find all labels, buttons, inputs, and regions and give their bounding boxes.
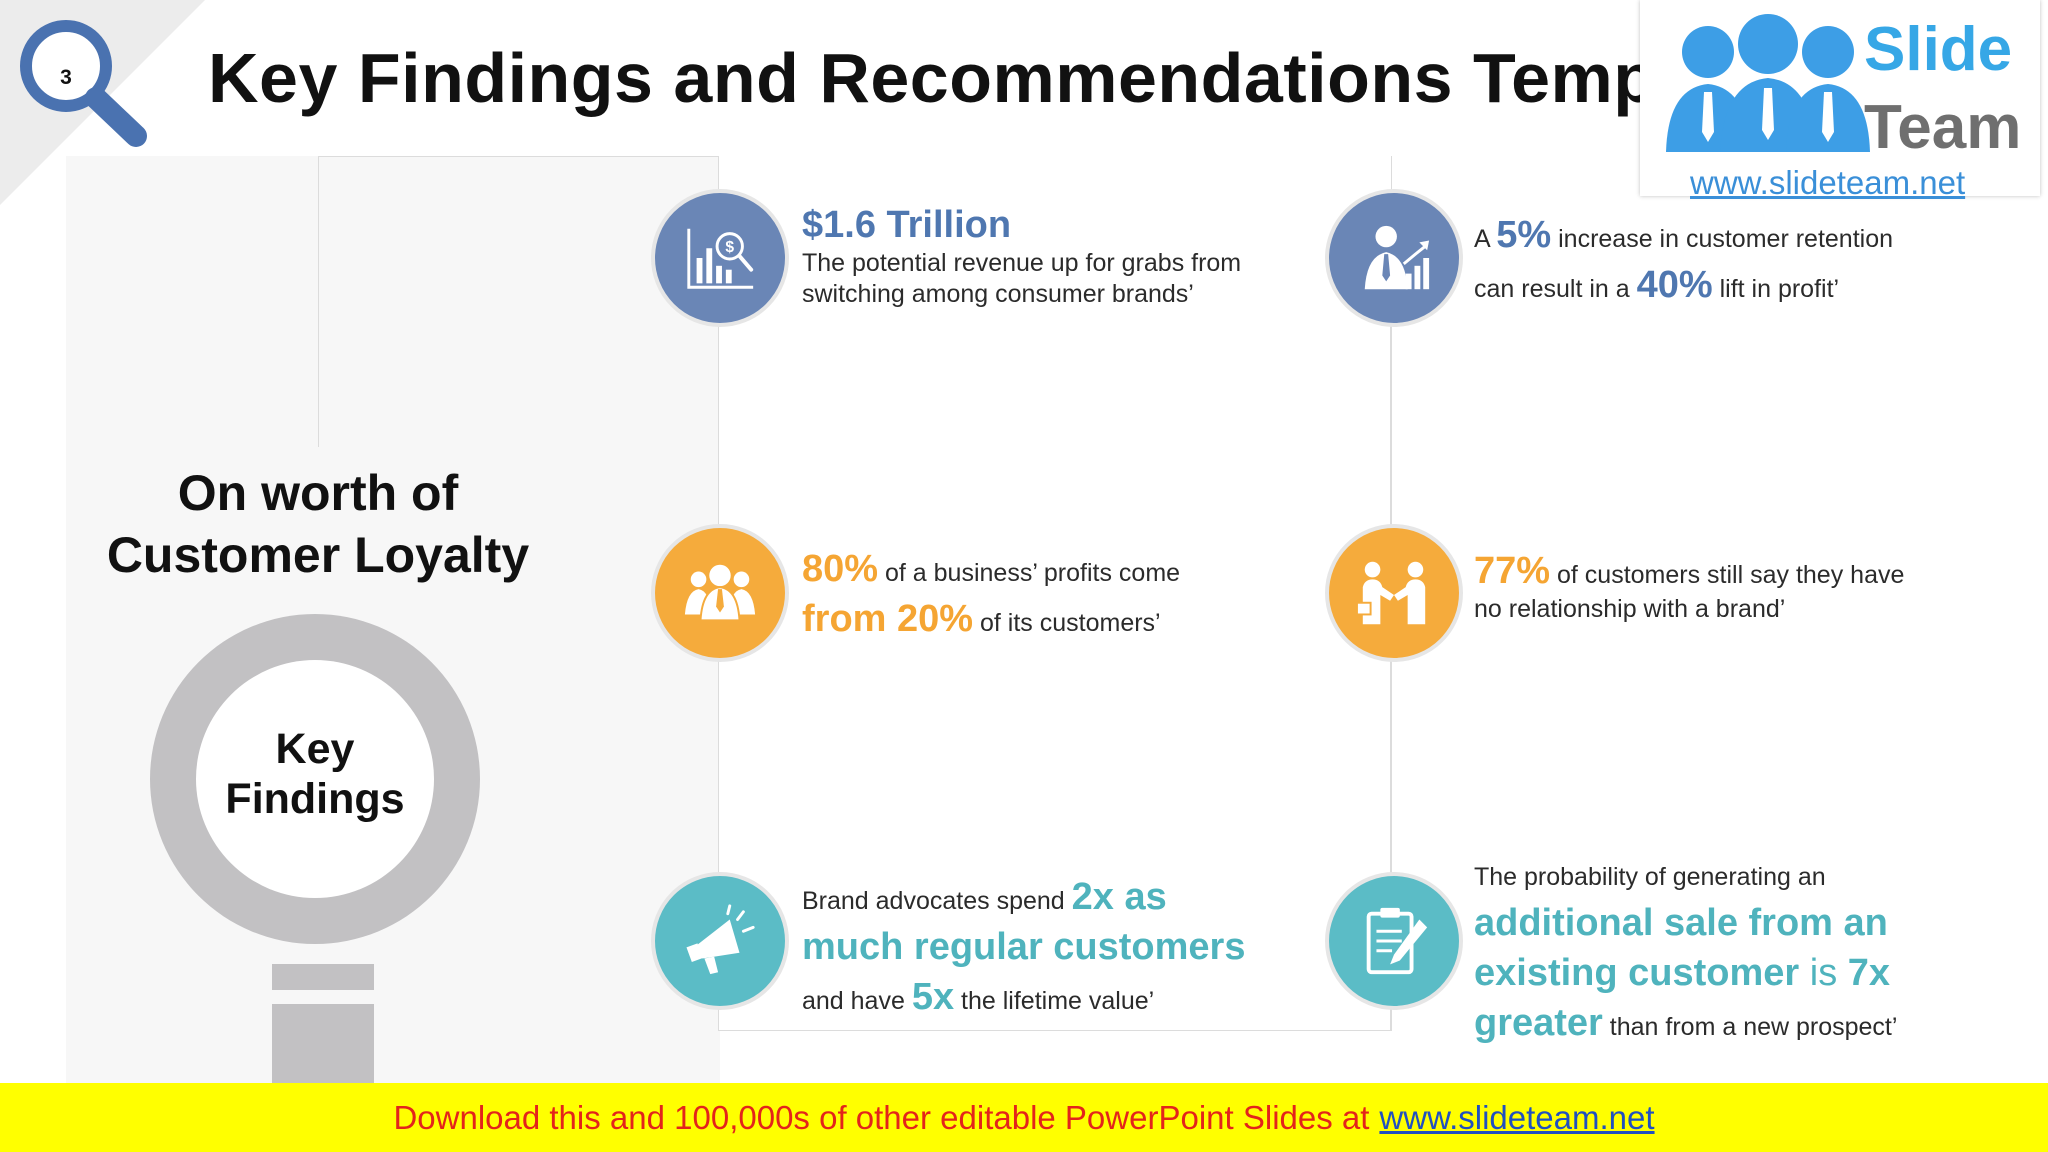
f3-text-b: of its customers’	[973, 609, 1161, 637]
finding-4-text: 77% of customers still say they have no …	[1474, 552, 1994, 626]
slideteam-logo	[1640, 0, 2040, 196]
download-banner: Download this and 100,000s of other edit…	[0, 1083, 2048, 1152]
finding-5-text: Brand advocates spend 2x as much regular…	[802, 874, 1362, 1024]
f5-stat-2x: 2x as	[1071, 876, 1167, 918]
grid-divider	[1390, 310, 1391, 1030]
lens-line-2: Findings	[225, 775, 405, 823]
magnifier-collar	[272, 964, 374, 990]
finding-3-circle	[651, 524, 789, 662]
svg-text:$: $	[725, 239, 734, 256]
businessman-growth-icon	[1364, 225, 1430, 290]
magnifier-lens	[196, 660, 434, 898]
revenue-chart-icon: $	[687, 228, 754, 289]
finding-3-text: 80% of a business’ profits come from 20%…	[802, 546, 1322, 646]
lens-line-1: Key	[275, 725, 355, 773]
heading-line-1: On worth of	[177, 465, 459, 521]
logo-url[interactable]: www.slideteam.net	[1690, 164, 1966, 201]
finding-1-headline: $1.6 Trillion	[802, 204, 1012, 246]
f3-stat-20pct: from 20%	[802, 598, 974, 640]
f6-stat-7x: 7x	[1847, 952, 1891, 994]
f5-text-a: Brand advocates spend	[802, 887, 1072, 915]
footer-link[interactable]: www.slideteam.net	[1379, 1098, 1655, 1136]
f6-stat-line-1: additional sale from an	[1474, 902, 1888, 944]
footer-text: Download this and 100,000s of other edit…	[393, 1098, 1370, 1136]
finding-6-text: The probability of generating an additio…	[1474, 854, 2034, 1050]
finding-2-text: A 5% increase in customer retention can …	[1474, 212, 1974, 312]
f2-stat-40pct: 40%	[1636, 264, 1713, 306]
frame-line	[318, 156, 719, 447]
finding-4-circle	[1325, 524, 1463, 662]
f5-stat-5x: 5x	[911, 976, 955, 1018]
finding-1-body: The potential revenue up for grabs from …	[802, 249, 1242, 308]
f2-prefix: A	[1474, 225, 1497, 253]
people-logo-icon	[1666, 14, 1870, 152]
f4-text-a: of customers still say they have	[1550, 561, 1905, 589]
f4-text-b: no relationship with a brand’	[1474, 595, 1786, 623]
f5-text-c: the lifetime value’	[954, 987, 1155, 1015]
slide-title: Key Findings and Recommendations Templat…	[208, 39, 1780, 117]
f6-stat-line-2: existing customer	[1474, 952, 1800, 994]
f3-stat-80pct: 80%	[802, 548, 879, 590]
f2-text-b: can result in a	[1474, 275, 1637, 303]
f4-stat-77pct: 77%	[1474, 550, 1551, 592]
finding-2-circle	[1325, 189, 1463, 327]
key-findings-label: Key Findings	[196, 724, 434, 824]
logo-word-slide: Slide	[1864, 15, 2013, 84]
findings-grid	[718, 156, 1392, 1031]
f2-stat-5pct: 5%	[1496, 214, 1552, 256]
finding-6-circle	[1325, 872, 1463, 1010]
f3-text-a: of a business’ profits come	[878, 559, 1181, 587]
finding-1-circle: $	[651, 189, 789, 327]
f2-text-c: lift in profit’	[1712, 275, 1840, 303]
finding-5-circle	[651, 872, 789, 1010]
clipboard-icon	[1366, 907, 1428, 975]
loyalty-heading: On worth of Customer Loyalty	[72, 462, 564, 586]
page-number: 3	[60, 66, 72, 89]
f6-text-a: The probability of generating an	[1474, 863, 1826, 891]
left-panel	[66, 156, 720, 1086]
corner-decoration	[0, 0, 205, 205]
f6-stat-greater: greater	[1474, 1002, 1603, 1044]
team-icon	[684, 564, 756, 622]
megaphone-icon	[686, 904, 755, 975]
f6-text-is: is	[1799, 952, 1848, 994]
logo-word-team: Team	[1864, 93, 2022, 162]
handshake-icon	[1355, 561, 1426, 625]
f2-text-a: increase in customer retention	[1551, 225, 1894, 253]
f5-text-b: and have	[802, 987, 912, 1015]
f6-text-b: than from a new prospect’	[1602, 1013, 1898, 1041]
f5-stat-line: much regular customers	[802, 926, 1246, 968]
heading-line-2: Customer Loyalty	[106, 527, 530, 583]
